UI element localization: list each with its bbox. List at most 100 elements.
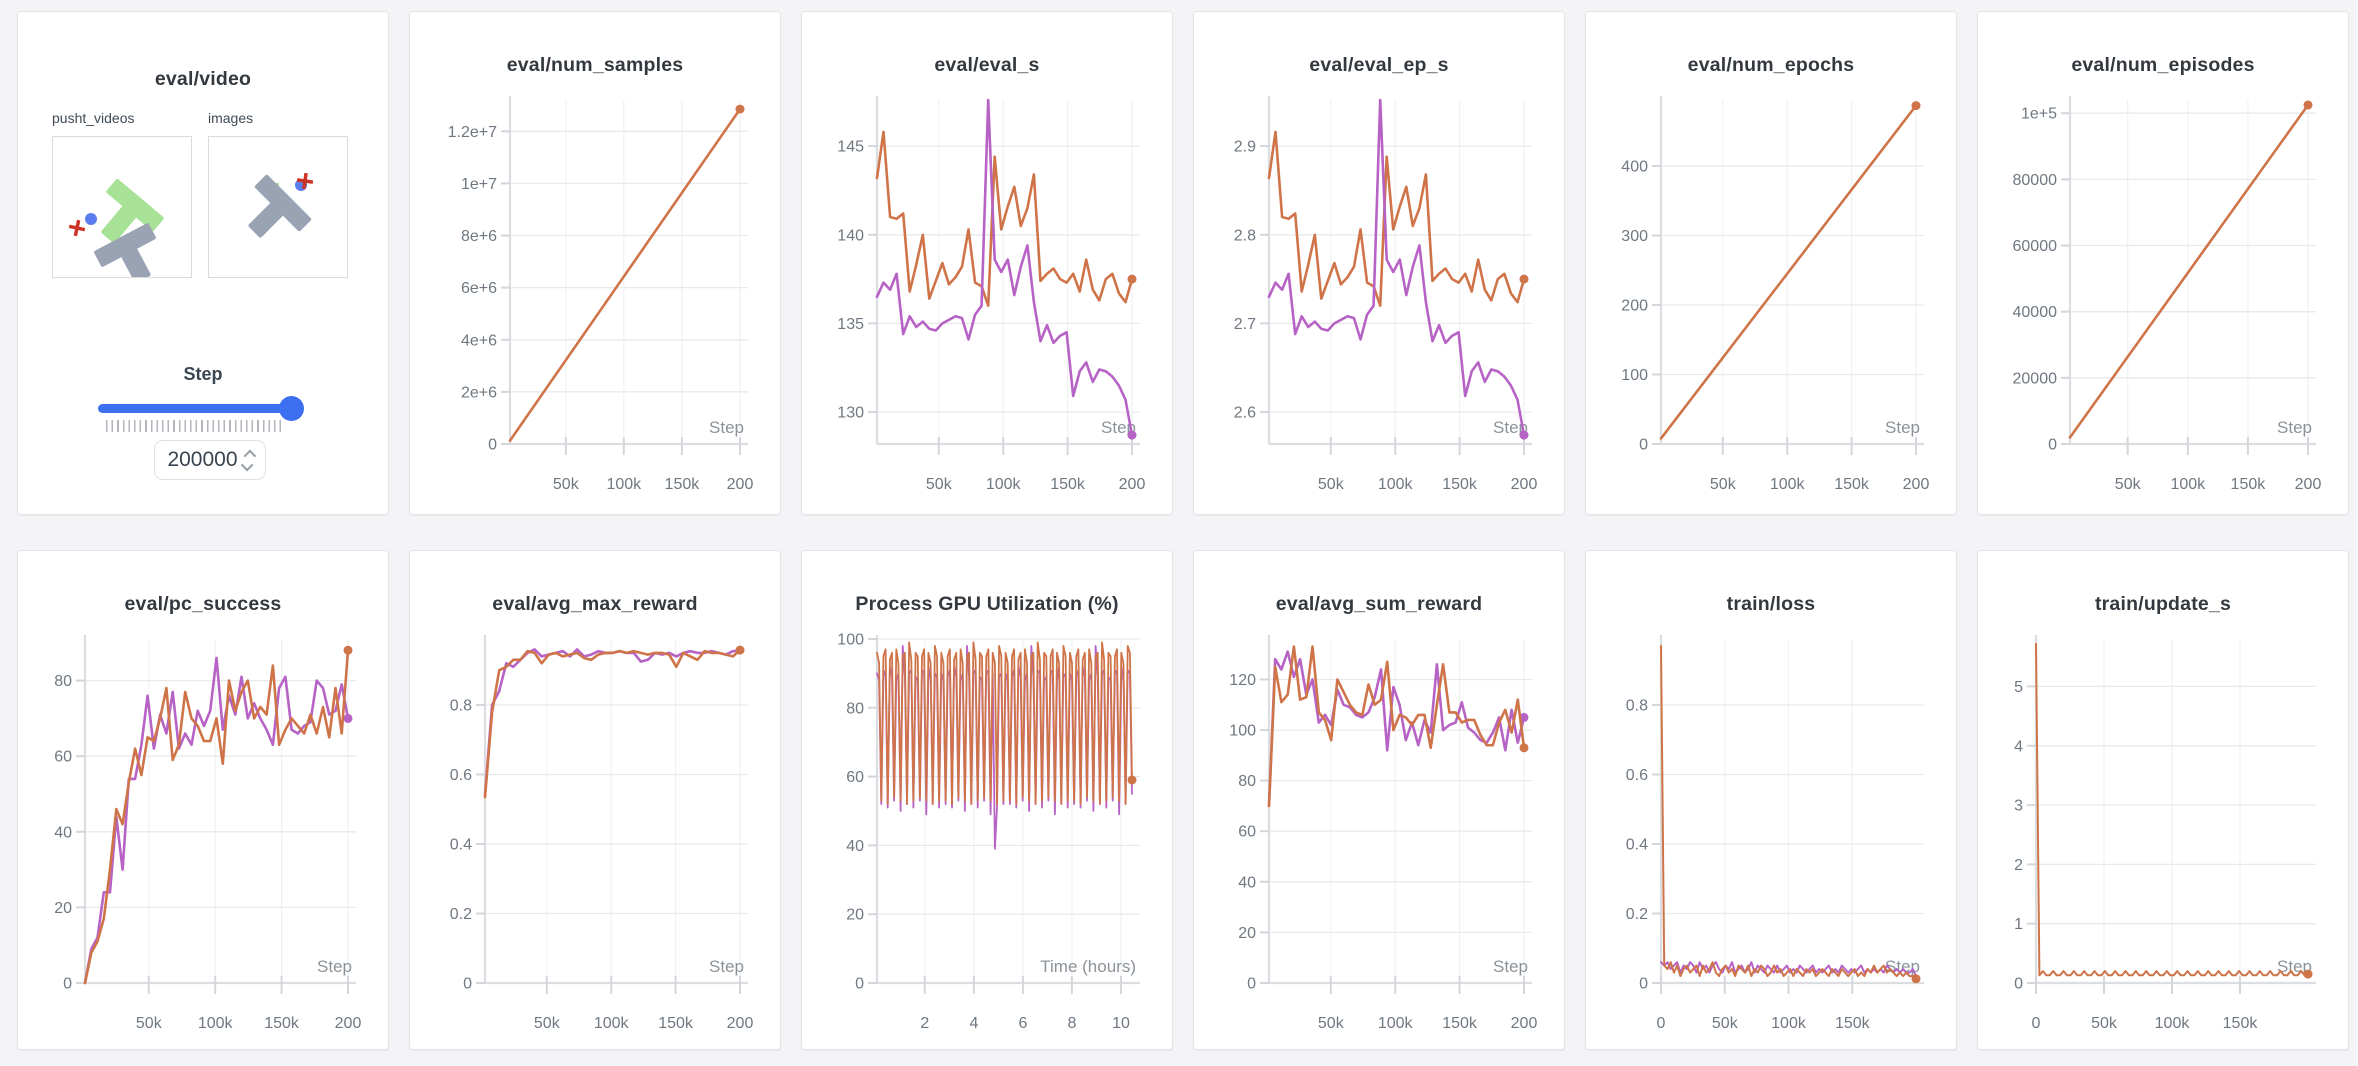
svg-text:100k: 100k [1771, 1015, 1807, 1032]
svg-text:200: 200 [1119, 476, 1146, 493]
chart-plot-eval-eval-s[interactable]: 130 135 140 145 50k 100k 150k 200 Step [802, 92, 1174, 512]
svg-text:120: 120 [1229, 672, 1256, 689]
svg-text:50k: 50k [1712, 1015, 1739, 1032]
svg-text:0.8: 0.8 [450, 698, 472, 715]
svg-text:150k: 150k [1835, 1015, 1871, 1032]
chart-title: eval/eval_s [934, 54, 1040, 76]
svg-text:150k: 150k [1050, 476, 1086, 493]
svg-text:300: 300 [1621, 228, 1648, 245]
step-value-input[interactable]: 200000 [154, 440, 266, 480]
panel-eval-pc-success: eval/pc_success 0 20 40 60 80 50k 100k 150k 200 S… [17, 550, 389, 1050]
svg-text:Step: Step [1885, 418, 1920, 437]
svg-text:Step: Step [1101, 418, 1136, 437]
svg-text:0: 0 [855, 976, 864, 993]
svg-text:100: 100 [1621, 367, 1648, 384]
svg-text:4e+6: 4e+6 [461, 332, 497, 349]
svg-text:40: 40 [846, 838, 864, 855]
svg-text:0.8: 0.8 [1626, 698, 1648, 715]
agent-dot [85, 213, 97, 225]
svg-text:200: 200 [1621, 298, 1648, 315]
svg-text:135: 135 [837, 316, 864, 333]
svg-text:150k: 150k [1442, 1015, 1478, 1032]
svg-text:0: 0 [2048, 437, 2057, 454]
step-value[interactable]: 200000 [167, 448, 238, 471]
video-thumbnail-images[interactable] [208, 136, 348, 278]
svg-text:50k: 50k [1318, 476, 1345, 493]
svg-text:8e+6: 8e+6 [461, 228, 497, 245]
svg-text:2.9: 2.9 [1234, 139, 1256, 156]
chart-plot-train-update-s[interactable]: 0 1 2 3 4 5 0 50k 100k 150k Step [1978, 631, 2350, 1051]
svg-text:2.8: 2.8 [1234, 227, 1256, 244]
svg-text:150k: 150k [1834, 476, 1870, 493]
media-label-pusht-videos: pusht_videos [52, 110, 135, 126]
chart-plot-eval-num-samples[interactable]: 0 2e+6 4e+6 6e+6 8e+6 1e+7 1.2e+7 50k 100k 150k 20… [410, 92, 782, 512]
svg-text:1.2e+7: 1.2e+7 [448, 124, 497, 141]
svg-text:1e+7: 1e+7 [461, 176, 497, 193]
panel-eval-video: eval/video pusht_videos images [17, 11, 389, 515]
svg-text:80: 80 [1238, 773, 1256, 790]
svg-text:60000: 60000 [2013, 238, 2058, 255]
svg-text:200: 200 [727, 1015, 754, 1032]
svg-text:150k: 150k [2231, 476, 2267, 493]
chart-title: eval/num_samples [506, 54, 684, 76]
chart-title: eval/avg_sum_reward [1275, 593, 1483, 615]
target-cross [296, 172, 314, 190]
svg-text:100k: 100k [1378, 476, 1414, 493]
panel-process-gpu-utilization: Process GPU Utilization (%) 0 20 40 60 80 100… [801, 550, 1173, 1050]
svg-text:3: 3 [2014, 798, 2023, 815]
chart-title: eval/avg_max_reward [492, 593, 698, 615]
panel-eval-eval-s: eval/eval_s 130 135 140 145 50k 100k 150k 200 St… [801, 11, 1173, 515]
chart-plot-eval-eval-ep-s[interactable]: 2.6 2.7 2.8 2.9 50k 100k 150k 200 Step [1194, 92, 1566, 512]
svg-text:100k: 100k [2170, 476, 2206, 493]
svg-text:60: 60 [1238, 824, 1256, 841]
pusht-scene-image [68, 178, 164, 283]
svg-text:100k: 100k [1378, 1015, 1414, 1032]
panel-train-update-s: train/update_s 0 1 2 3 4 5 0 50k 100k 150k Step [1977, 550, 2349, 1050]
chart-plot-eval-avg-max-reward[interactable]: 0 0.2 0.4 0.6 0.8 50k 100k 150k 200 Step [410, 631, 782, 1051]
svg-text:150k: 150k [264, 1015, 300, 1032]
svg-text:0.2: 0.2 [1626, 906, 1648, 923]
svg-text:0: 0 [1639, 976, 1648, 993]
svg-text:60: 60 [54, 749, 72, 766]
svg-text:20: 20 [846, 907, 864, 924]
svg-text:200: 200 [2295, 476, 2322, 493]
svg-text:100k: 100k [606, 476, 642, 493]
chart-title: train/update_s [2094, 593, 2232, 615]
svg-text:0.2: 0.2 [450, 906, 472, 923]
chart-plot-process-gpu-utilization[interactable]: 0 20 40 60 80 100 2 4 6 8 10 Time (hours) [802, 631, 1174, 1051]
svg-text:6: 6 [1018, 1015, 1027, 1032]
svg-text:1: 1 [2014, 916, 2023, 933]
step-slider-thumb[interactable] [279, 396, 304, 421]
svg-text:50k: 50k [553, 476, 580, 493]
video-thumbnail-pusht[interactable] [52, 136, 192, 283]
panel-eval-avg-sum-reward: eval/avg_sum_reward 0 20 40 60 80 100 120 50k 10… [1193, 550, 1565, 1050]
svg-text:60: 60 [846, 769, 864, 786]
step-slider-label: Step [183, 364, 223, 384]
svg-text:140: 140 [837, 227, 864, 244]
svg-text:200: 200 [1903, 476, 1930, 493]
svg-text:50k: 50k [1710, 476, 1737, 493]
target-cross [68, 219, 86, 237]
svg-text:0: 0 [463, 976, 472, 993]
svg-text:0.6: 0.6 [450, 767, 472, 784]
chart-plot-eval-num-epochs[interactable]: 0 100 200 300 400 50k 100k 150k 200 Step [1586, 92, 1958, 512]
chart-plot-train-loss[interactable]: 0 0.2 0.4 0.6 0.8 0 50k 100k 150k Step [1586, 631, 1958, 1051]
svg-text:100k: 100k [594, 1015, 630, 1032]
svg-text:50k: 50k [2091, 1015, 2118, 1032]
svg-text:40000: 40000 [2013, 304, 2058, 321]
step-slider[interactable] [98, 404, 300, 413]
svg-text:20000: 20000 [2013, 370, 2058, 387]
svg-text:100k: 100k [986, 476, 1022, 493]
chart-title: eval/num_episodes [2071, 54, 2255, 76]
svg-text:130: 130 [837, 405, 864, 422]
svg-text:0: 0 [1247, 976, 1256, 993]
images-scene-image [248, 172, 314, 238]
chart-plot-eval-num-episodes[interactable]: 0 20000 40000 60000 80000 1e+5 50k 100k 150k 200 S… [1978, 92, 2350, 512]
chart-plot-eval-pc-success[interactable]: 0 20 40 60 80 50k 100k 150k 200 Step [18, 631, 390, 1051]
chart-plot-eval-avg-sum-reward[interactable]: 0 20 40 60 80 100 120 50k 100k 150k 200 Step [1194, 631, 1566, 1051]
panel-eval-num-episodes: eval/num_episodes 0 20000 40000 60000 80000 1… [1977, 11, 2349, 515]
svg-text:0: 0 [1639, 437, 1648, 454]
svg-text:50k: 50k [136, 1015, 163, 1032]
panel-eval-avg-max-reward: eval/avg_max_reward 0 0.2 0.4 0.6 0.8 50k 100k… [409, 550, 781, 1050]
chart-title: eval/num_epochs [1687, 54, 1855, 76]
